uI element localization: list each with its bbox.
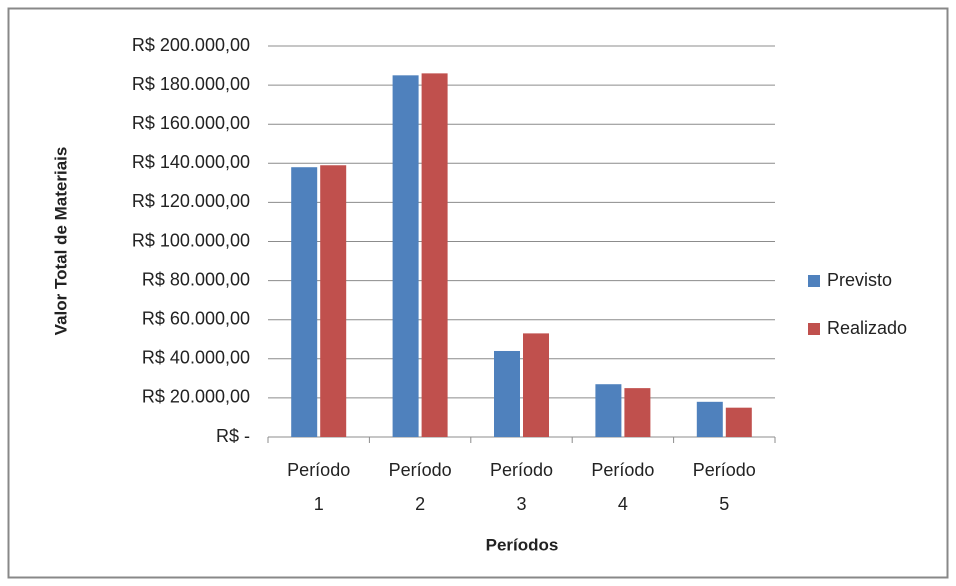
bar	[494, 350, 520, 437]
bar	[421, 73, 448, 438]
x-axis-title: Períodos	[486, 535, 559, 554]
x-tick-label: Período 3	[490, 460, 553, 514]
legend-swatch	[808, 323, 820, 335]
y-tick-label: R$ 160.000,00	[132, 113, 250, 133]
y-tick-label: R$ 200.000,00	[132, 35, 250, 55]
y-tick-label: R$ 140.000,00	[132, 152, 250, 172]
bar	[523, 333, 549, 437]
y-tick-label: R$ 20.000,00	[142, 387, 250, 407]
y-tick-label: R$ 120.000,00	[132, 191, 250, 211]
legend-label: Previsto	[827, 270, 892, 290]
y-tick-label: R$ 60.000,00	[142, 308, 250, 328]
legend-label: Realizado	[827, 318, 907, 338]
bar	[624, 388, 651, 437]
bar	[320, 165, 347, 437]
x-tick-label: Período 4	[591, 460, 654, 514]
chart-border	[7, 7, 949, 579]
x-tick-label: Período 1	[287, 460, 350, 514]
x-tick-label: Período 5	[693, 460, 756, 514]
y-tick-label: R$ 80.000,00	[142, 269, 250, 289]
bar	[392, 75, 419, 437]
legend-swatch	[808, 275, 820, 287]
x-tick-label: Período 2	[389, 460, 452, 514]
bar	[595, 384, 622, 437]
y-tick-label: R$ 100.000,00	[132, 230, 250, 250]
bar	[725, 407, 752, 437]
y-axis-title: Valor Total de Materiais	[51, 147, 70, 336]
y-tick-label: R$ 40.000,00	[142, 348, 250, 368]
y-tick-label: R$ 180.000,00	[132, 74, 250, 94]
y-tick-label: R$ -	[216, 426, 250, 446]
bar	[291, 167, 318, 437]
bar	[696, 401, 723, 437]
